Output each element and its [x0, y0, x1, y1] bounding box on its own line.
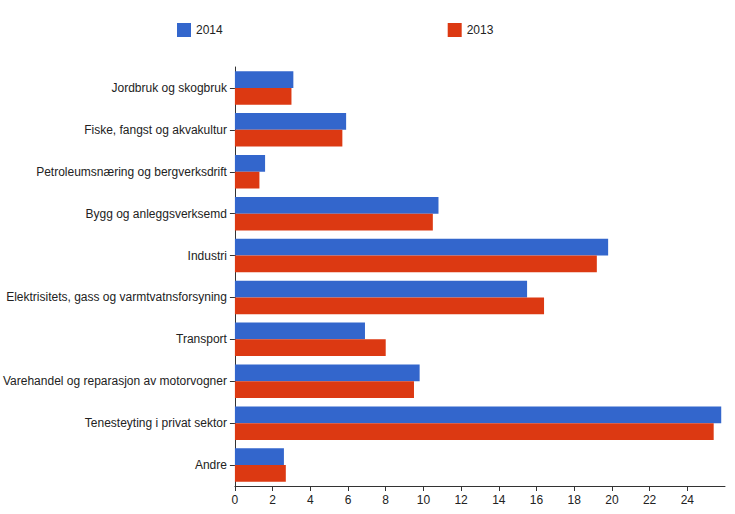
svg-text:Industri: Industri	[188, 249, 227, 263]
svg-text:0: 0	[232, 493, 239, 507]
svg-text:2014: 2014	[196, 23, 223, 37]
svg-text:Bygg og anleggsverksemd: Bygg og anleggsverksemd	[85, 207, 226, 221]
svg-text:22: 22	[643, 493, 657, 507]
svg-text:Petroleumsnæring og bergverksd: Petroleumsnæring og bergverksdrift	[36, 165, 227, 179]
svg-text:4: 4	[307, 493, 314, 507]
svg-text:12: 12	[454, 493, 468, 507]
svg-text:Elektrisitets, gass og varmtva: Elektrisitets, gass og varmtvatnsforsyni…	[6, 290, 227, 304]
svg-text:Transport: Transport	[176, 332, 228, 346]
svg-text:2013: 2013	[467, 23, 494, 37]
svg-text:Fiske, fangst og akvakultur: Fiske, fangst og akvakultur	[84, 123, 227, 137]
svg-text:6: 6	[345, 493, 352, 507]
svg-text:20: 20	[605, 493, 619, 507]
svg-text:2: 2	[269, 493, 276, 507]
svg-text:14: 14	[492, 493, 506, 507]
svg-text:16: 16	[530, 493, 544, 507]
svg-text:Varehandel og reparasjon av mo: Varehandel og reparasjon av motorvogner	[3, 374, 227, 388]
svg-text:24: 24	[681, 493, 695, 507]
svg-text:10: 10	[417, 493, 431, 507]
svg-text:8: 8	[382, 493, 389, 507]
svg-text:Jordbruk og skogbruk: Jordbruk og skogbruk	[112, 81, 228, 95]
svg-text:Tenesteyting i privat sektor: Tenesteyting i privat sektor	[85, 416, 227, 430]
svg-text:Andre: Andre	[195, 458, 227, 472]
svg-text:18: 18	[568, 493, 582, 507]
